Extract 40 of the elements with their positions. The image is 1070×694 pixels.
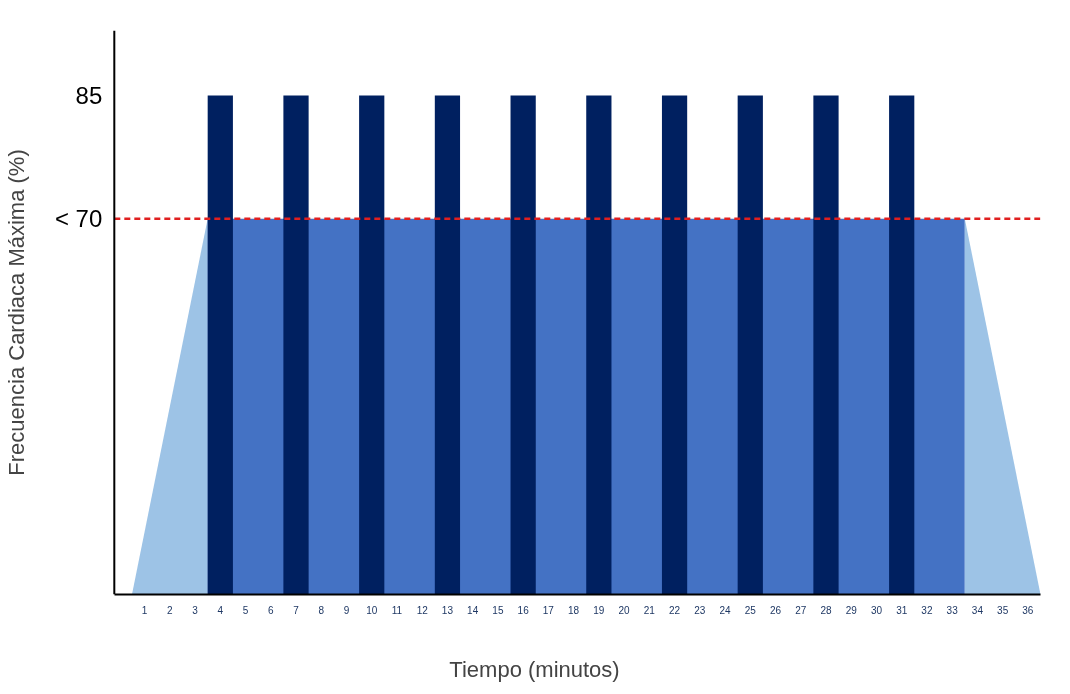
x-tick-label: 20 bbox=[618, 604, 631, 616]
x-tick-label: 24 bbox=[719, 604, 732, 616]
x-tick-label: 12 bbox=[416, 604, 429, 616]
x-tick-label: 5 bbox=[242, 604, 249, 616]
x-tick-label: 7 bbox=[293, 604, 300, 616]
x-tick-label: 15 bbox=[492, 604, 504, 616]
x-tick-label: 14 bbox=[467, 604, 479, 616]
x-tick-label: 35 bbox=[997, 604, 1009, 616]
x-axis-title: Tiempo (minutos) bbox=[449, 656, 620, 682]
x-tick-label: 25 bbox=[744, 604, 757, 616]
x-tick-label: 36 bbox=[1022, 604, 1034, 616]
x-tick-label: 33 bbox=[946, 604, 959, 616]
x-tick-label: 9 bbox=[343, 604, 350, 616]
x-tick-label: 32 bbox=[921, 604, 933, 616]
x-tick-label: 16 bbox=[517, 604, 530, 616]
x-tick-label: 4 bbox=[217, 604, 224, 616]
x-tick-label: 22 bbox=[669, 604, 681, 616]
x-tick-label: 19 bbox=[593, 604, 605, 616]
x-tick-label: 23 bbox=[694, 604, 706, 616]
x-tick-label: 30 bbox=[870, 604, 883, 616]
x-tick-label: 27 bbox=[795, 604, 807, 616]
x-tick-label: 3 bbox=[192, 604, 199, 616]
x-tick-label: 8 bbox=[318, 604, 325, 616]
x-tick-label: 28 bbox=[820, 604, 832, 616]
x-tick-label: 17 bbox=[542, 604, 555, 616]
x-tick-label: 18 bbox=[568, 604, 580, 616]
x-tick-label: 26 bbox=[769, 604, 782, 616]
x-tick-label: 11 bbox=[391, 604, 403, 616]
text: 85 bbox=[75, 81, 103, 109]
y-axis-title: Frecuencia Cardiaca Máxima (%) bbox=[3, 149, 29, 476]
x-tick-label: 21 bbox=[643, 604, 656, 616]
text: < 70 bbox=[54, 205, 103, 233]
x-tick-label: 10 bbox=[366, 604, 378, 616]
x-tick-label: 6 bbox=[267, 604, 274, 616]
x-tick-label: 29 bbox=[845, 604, 858, 616]
x-tick-label: 1 bbox=[141, 604, 148, 616]
x-tick-label: 34 bbox=[971, 604, 984, 616]
x-tick-label: 13 bbox=[441, 604, 454, 616]
x-tick-label: 31 bbox=[896, 604, 908, 616]
x-tick-label: 2 bbox=[167, 604, 174, 616]
